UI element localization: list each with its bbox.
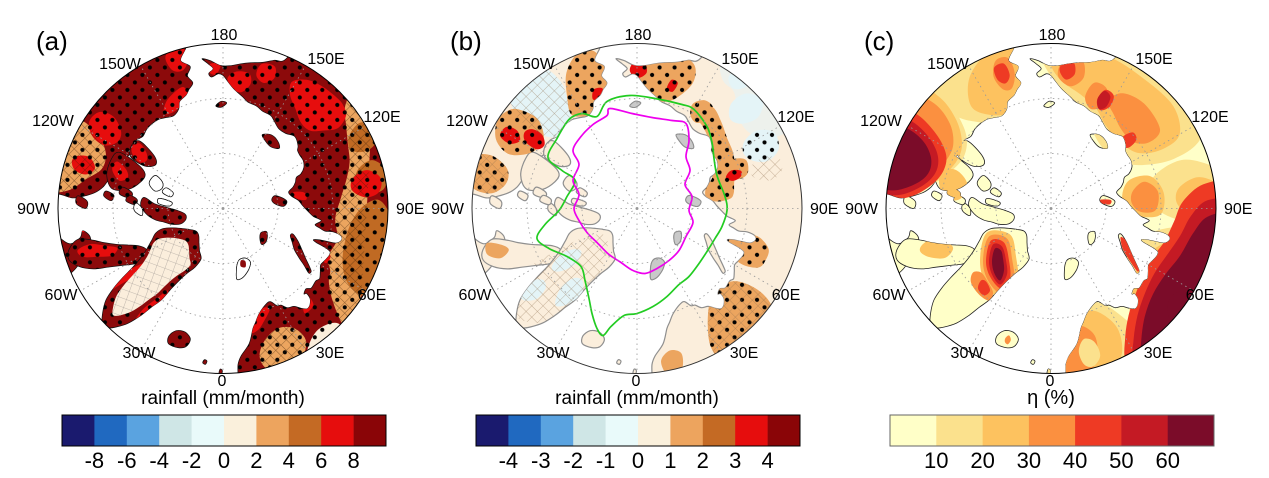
svg-text:90E: 90E <box>396 201 424 218</box>
svg-text:6: 6 <box>315 448 327 473</box>
svg-text:3: 3 <box>729 448 741 473</box>
svg-text:(c): (c) <box>864 26 894 56</box>
svg-text:150E: 150E <box>721 51 758 68</box>
svg-text:0: 0 <box>218 448 230 473</box>
svg-text:0: 0 <box>632 373 641 390</box>
svg-text:120E: 120E <box>1191 109 1228 126</box>
svg-text:150W: 150W <box>927 56 970 73</box>
svg-text:40: 40 <box>1063 448 1087 473</box>
svg-text:180: 180 <box>1039 27 1066 44</box>
svg-text:60: 60 <box>1155 448 1179 473</box>
svg-text:180: 180 <box>625 27 652 44</box>
svg-text:30E: 30E <box>1144 345 1172 362</box>
svg-text:120W: 120W <box>32 113 75 130</box>
svg-text:10: 10 <box>924 448 948 473</box>
svg-text:(a): (a) <box>36 26 68 56</box>
svg-text:60E: 60E <box>358 287 386 304</box>
svg-text:90W: 90W <box>17 201 51 218</box>
svg-text:8: 8 <box>347 448 359 473</box>
svg-text:90W: 90W <box>845 201 879 218</box>
svg-text:4: 4 <box>761 448 773 473</box>
svg-text:90E: 90E <box>810 201 838 218</box>
svg-text:120W: 120W <box>860 113 903 130</box>
svg-text:-8: -8 <box>85 448 105 473</box>
svg-text:60W: 60W <box>873 287 907 304</box>
svg-text:120E: 120E <box>363 109 400 126</box>
svg-text:rainfall (mm/month): rainfall (mm/month) <box>141 388 305 409</box>
svg-text:30W: 30W <box>537 345 571 362</box>
svg-text:120E: 120E <box>777 109 814 126</box>
svg-text:-3: -3 <box>531 448 551 473</box>
svg-text:1: 1 <box>664 448 676 473</box>
svg-text:rainfall (mm/month): rainfall (mm/month) <box>555 388 719 409</box>
svg-text:0: 0 <box>218 373 227 390</box>
svg-text:60W: 60W <box>45 287 79 304</box>
svg-text:20: 20 <box>970 448 994 473</box>
svg-text:4: 4 <box>283 448 295 473</box>
svg-text:50: 50 <box>1109 448 1133 473</box>
svg-text:-4: -4 <box>149 448 169 473</box>
svg-text:-2: -2 <box>563 448 583 473</box>
svg-text:0: 0 <box>632 448 644 473</box>
svg-text:30E: 30E <box>730 345 758 362</box>
svg-text:60E: 60E <box>1186 287 1214 304</box>
svg-text:120W: 120W <box>446 113 489 130</box>
svg-text:30: 30 <box>1017 448 1041 473</box>
svg-text:-6: -6 <box>117 448 137 473</box>
svg-text:60W: 60W <box>459 287 493 304</box>
svg-text:60E: 60E <box>772 287 800 304</box>
svg-text:150W: 150W <box>513 56 556 73</box>
svg-text:-2: -2 <box>182 448 202 473</box>
svg-text:150W: 150W <box>99 56 142 73</box>
svg-text:30W: 30W <box>951 345 985 362</box>
svg-text:150E: 150E <box>307 51 344 68</box>
svg-text:90W: 90W <box>431 201 465 218</box>
svg-text:0: 0 <box>1046 373 1055 390</box>
svg-text:(b): (b) <box>450 26 482 56</box>
svg-text:30W: 30W <box>123 345 157 362</box>
svg-text:-4: -4 <box>499 448 519 473</box>
svg-text:30E: 30E <box>316 345 344 362</box>
svg-text:90E: 90E <box>1224 201 1252 218</box>
svg-text:-1: -1 <box>596 448 616 473</box>
svg-text:180: 180 <box>211 27 238 44</box>
svg-text:150E: 150E <box>1135 51 1172 68</box>
svg-text:η (%): η (%) <box>1027 387 1075 409</box>
svg-text:2: 2 <box>697 448 709 473</box>
svg-text:2: 2 <box>250 448 262 473</box>
